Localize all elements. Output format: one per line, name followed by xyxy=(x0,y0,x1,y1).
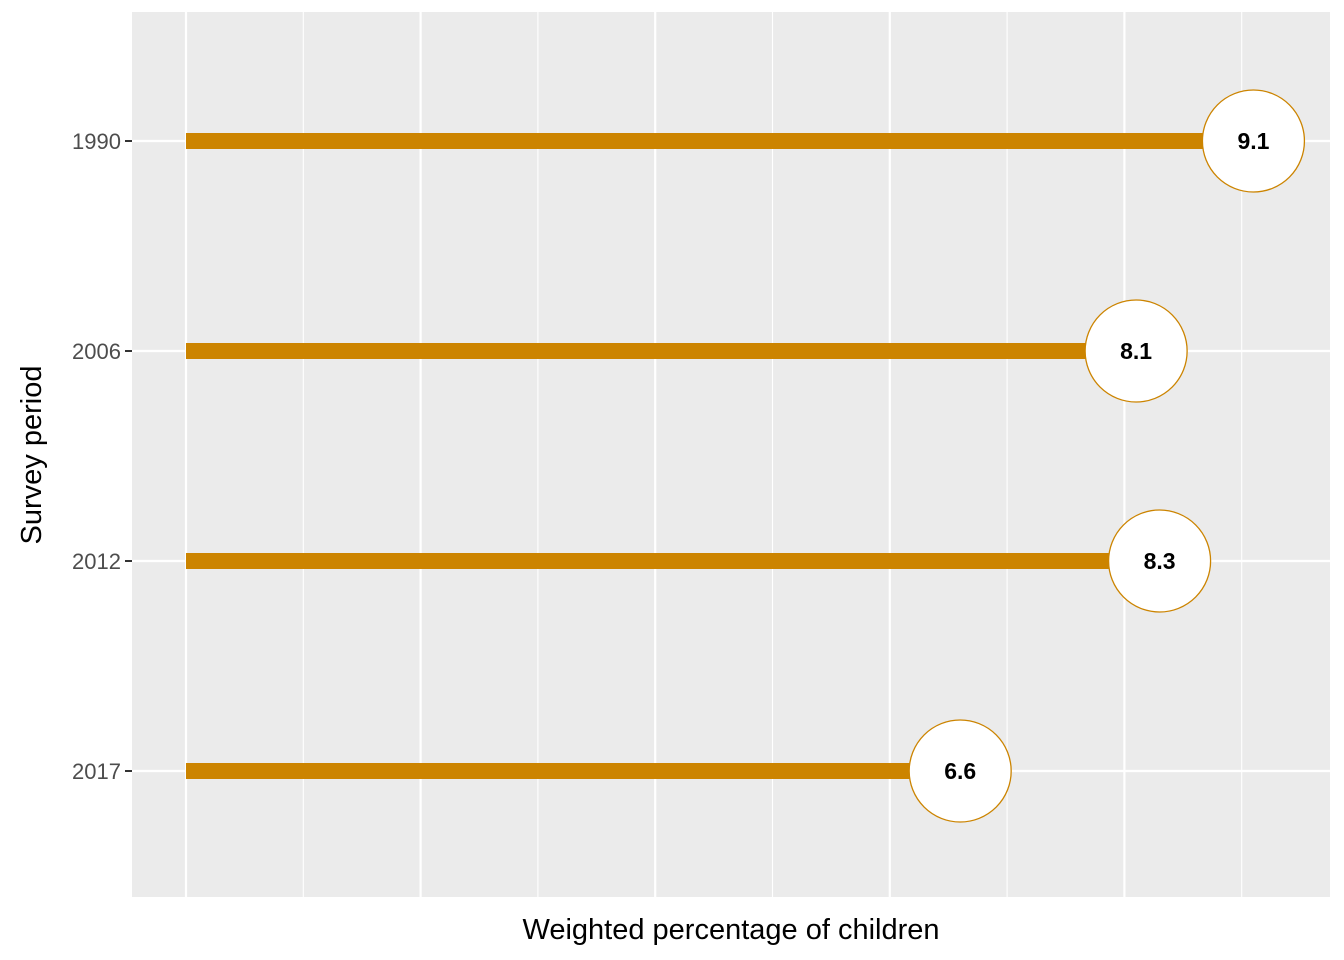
lollipop-marker xyxy=(1084,299,1188,403)
y-tick-label: 2017 xyxy=(72,759,121,784)
lollipop-marker xyxy=(1201,89,1306,193)
lollipop-marker xyxy=(908,719,1012,823)
value-label: 9.1 xyxy=(1237,128,1269,154)
value-label: 8.1 xyxy=(1120,338,1152,364)
value-label: 8.3 xyxy=(1144,548,1176,574)
x-axis-title: Weighted percentage of children xyxy=(522,914,939,946)
y-tick-label: 1990 xyxy=(72,129,121,154)
y-tick-label: 2012 xyxy=(72,549,121,574)
lollipop-markers: 9.1 8.1 8.3 6.6 xyxy=(908,89,1306,823)
lollipop-stems xyxy=(186,133,1254,779)
y-axis-ticks: 1990 2006 2012 2017 xyxy=(72,129,132,784)
value-label: 6.6 xyxy=(944,758,976,784)
lollipop-marker xyxy=(1107,509,1212,613)
y-tick-label: 2006 xyxy=(72,339,121,364)
y-axis-title: Survey period xyxy=(16,366,48,545)
plot-panel xyxy=(132,12,1330,897)
